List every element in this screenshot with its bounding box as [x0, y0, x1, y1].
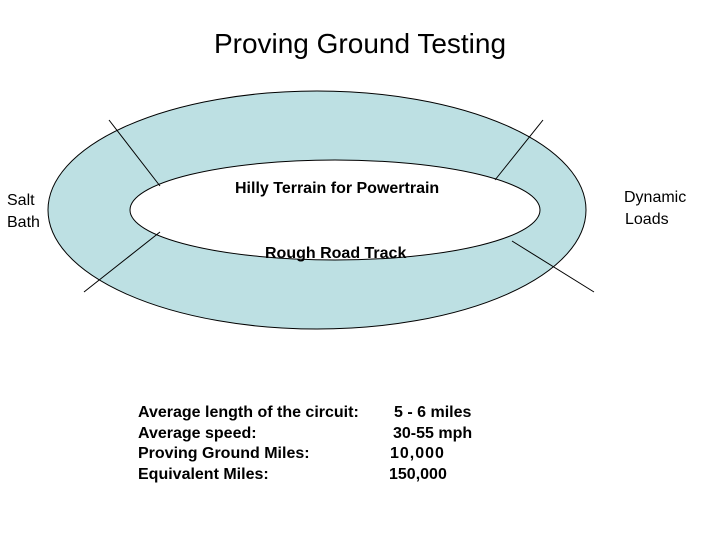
section-divider-bottom-right — [511, 240, 595, 293]
slide-title: Proving Ground Testing — [213, 28, 507, 59]
stats-label: Proving Ground Miles: — [138, 445, 310, 462]
salt-bath-label: Salt Bath — [7, 190, 40, 234]
hilly-terrain-label: Hilly Terrain for Powertrain — [235, 180, 440, 197]
stats-label: Average speed: — [138, 424, 257, 442]
dynamic-loads-label: Dynamic Loads — [624, 187, 686, 231]
stats-value: 10,000 — [390, 445, 445, 462]
track-inner-ellipse — [129, 159, 541, 261]
section-divider-top-right — [494, 119, 544, 181]
stats-label: Average length of the circuit: — [138, 404, 359, 421]
section-divider-bottom-left — [83, 231, 161, 293]
dynamic-loads-line2: Loads — [625, 211, 669, 228]
stats-value: 5 - 6 miles — [394, 404, 472, 421]
dynamic-loads-line1: Dynamic — [624, 189, 687, 206]
rough-road-label: Rough Road Track — [265, 245, 407, 262]
stats-value: 30-55 mph — [393, 424, 473, 442]
stats-value: 150,000 — [389, 465, 447, 483]
salt-bath-line2: Bath — [7, 214, 40, 231]
salt-bath-line1: Salt — [7, 192, 35, 209]
section-divider-top-left — [108, 119, 161, 187]
stats-label: Equivalent Miles: — [138, 465, 269, 483]
